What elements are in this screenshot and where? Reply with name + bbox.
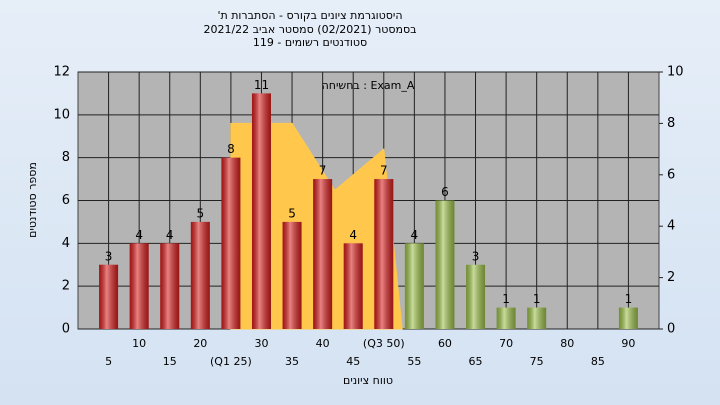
value-label: 11 — [254, 78, 269, 92]
value-label: 1 — [625, 292, 633, 306]
title-line: בסמסטר (02/2021) סמסטר אביב 2021/22 — [203, 23, 416, 36]
x-tick-label: 20 — [193, 337, 207, 350]
x-tick-label: (Q1 25) — [210, 355, 252, 368]
bar-shine — [129, 243, 149, 329]
title-line: היסטוגרמת ציונים בקורס - הסתברות ת' — [217, 9, 402, 22]
x-tick-label: 90 — [621, 337, 635, 350]
x-tick-label: 15 — [163, 355, 177, 368]
bar-shine — [618, 307, 638, 329]
y-tick-label: 8 — [62, 150, 70, 165]
value-label: 7 — [319, 164, 327, 178]
bar-shine — [313, 179, 333, 329]
value-label: 8 — [227, 142, 235, 156]
y2-tick-label: 8 — [667, 116, 675, 131]
y2-tick-label: 4 — [667, 219, 675, 234]
bar-shine — [99, 264, 119, 329]
x-tick-label: 65 — [469, 355, 483, 368]
bar-shine — [466, 264, 486, 329]
bar-shine — [496, 307, 516, 329]
y2-tick-label: 10 — [667, 65, 684, 80]
value-label: 5 — [196, 206, 204, 220]
bar-shine — [160, 243, 180, 329]
value-label: 3 — [472, 249, 480, 263]
bar-shine — [435, 200, 455, 329]
x-tick-label: 30 — [254, 337, 268, 350]
y2-tick-label: 6 — [667, 167, 675, 182]
x-tick-label: 5 — [105, 355, 112, 368]
y2-tick-label: 2 — [667, 270, 675, 285]
value-label: 3 — [105, 249, 113, 263]
value-label: 1 — [533, 292, 541, 306]
value-label: 4 — [349, 228, 357, 242]
bar-shine — [221, 157, 241, 329]
x-tick-label: 80 — [560, 337, 574, 350]
x-tick-label: 55 — [407, 355, 421, 368]
x-tick-label: 70 — [499, 337, 513, 350]
y-tick-label: 0 — [62, 322, 70, 337]
x-tick-label: 45 — [346, 355, 360, 368]
title-line: סטודנטים רשומים - 119 — [253, 36, 367, 49]
bar-shine — [374, 179, 394, 329]
x-tick-label: 60 — [438, 337, 452, 350]
bar-shine — [527, 307, 547, 329]
x-tick-label: 85 — [591, 355, 605, 368]
x-tick-label: (Q3 50) — [363, 337, 405, 350]
x-tick-label: 40 — [316, 337, 330, 350]
x-tick-label: 10 — [132, 337, 146, 350]
y-tick-label: 10 — [53, 107, 70, 122]
x-tick-label: 35 — [285, 355, 299, 368]
y-tick-label: 12 — [53, 65, 70, 80]
value-label: 5 — [288, 206, 296, 220]
bar-shine — [404, 243, 424, 329]
bar-shine — [282, 221, 302, 329]
x-axis-label: טווח ציונים — [343, 374, 393, 387]
annotation: בחשיחה : Exam_A — [322, 79, 415, 92]
bar-shine — [343, 243, 363, 329]
bar-shine — [190, 221, 210, 329]
y-axis-label: מספר סטודנטים — [26, 162, 39, 238]
value-label: 4 — [166, 228, 174, 242]
x-tick-label: 75 — [530, 355, 544, 368]
y-tick-label: 2 — [62, 279, 70, 294]
value-label: 4 — [411, 228, 419, 242]
value-label: 6 — [441, 185, 449, 199]
value-label: 4 — [135, 228, 143, 242]
value-label: 7 — [380, 164, 388, 178]
y2-tick-label: 0 — [667, 322, 675, 337]
value-label: 1 — [502, 292, 510, 306]
y-tick-label: 6 — [62, 193, 70, 208]
y-tick-label: 4 — [62, 236, 70, 251]
bar-shine — [251, 93, 271, 330]
